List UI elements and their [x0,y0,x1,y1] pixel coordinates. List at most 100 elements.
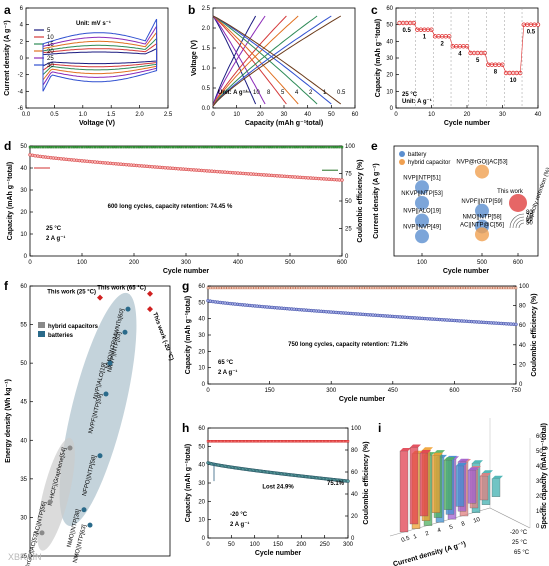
efficiency-point [320,145,323,149]
efficiency-point [339,286,343,290]
panel-c-y-tick: 40 [386,39,393,45]
efficiency-point [310,286,313,290]
efficiency-point [265,145,268,149]
efficiency-point [448,286,451,290]
efficiency-point [285,286,289,290]
efficiency-point [288,145,292,149]
legend-swatch [38,322,45,328]
efficiency-point [243,286,247,290]
bubble-battery [415,195,429,210]
efficiency-point [109,145,112,149]
efficiency-point [433,286,436,290]
panel-h-y2-tick: 100 [351,426,362,432]
panel-h-xlabel: Cycle number [255,550,302,557]
bar-top [492,475,503,479]
efficiency-point [347,286,350,290]
efficiency-point [354,286,358,290]
battery-point [87,522,93,528]
panel-f-y-tick: 45 [20,400,27,406]
panel-b-x-tick: 40 [304,112,311,118]
efficiency-point [273,286,276,290]
legend-label-10: 10 [47,35,54,41]
bar-top [472,460,483,464]
panel-b-y-tick: 2.5 [202,6,211,12]
efficiency-point [130,145,133,149]
efficiency-point [379,286,382,290]
efficiency-point [460,286,463,290]
efficiency-point [132,145,136,149]
rate-label-5: 5 [281,90,285,96]
efficiency-point [88,145,92,149]
panel-g-y-tick: 10 [198,366,205,372]
efficiency-point [117,145,120,149]
efficiency-point [315,286,318,290]
efficiency-point [62,145,65,149]
efficiency-point [450,286,454,290]
panel-a-legend-title: Unit: mV s⁻¹ [76,20,111,27]
efficiency-point [224,286,227,290]
bubble-label: NMO||NTP[58] [462,214,501,220]
panel-h-y-tick: 60 [198,426,205,432]
efficiency-point [261,286,264,290]
efficiency-point [305,286,308,290]
panel-i-z-tick-label: 0 [536,524,540,530]
cv-curve-30 [42,18,158,92]
panel-d-x-tick: 100 [77,260,88,266]
retention-arc [512,216,525,229]
panel-h-y2-tick: 0 [351,536,355,542]
panel-c-frame [395,7,539,109]
efficiency-point [49,145,52,149]
efficiency-point [421,286,424,290]
efficiency-point [260,145,263,149]
efficiency-point [283,286,286,290]
efficiency-point [83,145,86,149]
panel-c-unit: Unit: A g⁻¹ [402,98,432,105]
discharge-curve-8 [212,15,266,105]
retention-tick: 60 [526,217,533,223]
panel-label-f: f [4,279,9,293]
panel-i-xlabel: Current density (A g⁻¹) [392,541,466,566]
efficiency-point [487,286,491,290]
efficiency-point [148,145,151,149]
efficiency-point [72,145,76,149]
panel-c-y-tick: 50 [386,23,393,29]
efficiency-point [332,286,335,290]
this-work-marker [147,290,153,297]
efficiency-point [206,286,210,290]
efficiency-point [221,145,224,149]
discharge-curve-4 [212,15,299,105]
efficiency-point [281,145,284,149]
panel-h-retention: 75.1% [327,481,345,487]
efficiency-point [39,145,42,149]
panel-h-ylabel: Capacity (mAh g⁻¹total) [185,444,192,522]
panel-d-x-tick: 600 [337,260,348,266]
rate-label-1: 1 [323,90,327,96]
bubble-label: NVP||NTP[51] [403,175,441,181]
efficiency-point [233,286,237,290]
efficiency-point [280,286,284,290]
efficiency-point [197,145,201,149]
efficiency-point [75,145,79,149]
efficiency-point [270,145,273,149]
efficiency-point [270,286,274,290]
efficiency-point [226,145,229,149]
panel-c-y-tick: 20 [386,73,393,79]
bubble-label: NVP||NVP[49] [403,224,441,230]
battery-point [97,453,103,459]
panel-h-lost: Lost 24.9% [262,485,294,491]
efficiency-point [327,145,331,149]
legend-label-15: 15 [47,42,54,48]
rate-label-10: 10 [253,90,260,96]
temperature-label: 25 °C [512,540,528,546]
panel-d-temp: 25 °C [46,226,62,232]
efficiency-point [480,286,483,290]
efficiency-point [344,286,348,290]
efficiency-point [369,286,372,290]
bubble-hybrid-capacitor [475,164,489,179]
panel-g-y2-tick: 40 [519,343,526,349]
efficiency-point [246,286,249,290]
efficiency-point [455,286,459,290]
efficiency-point [512,286,515,290]
panel-label-d: d [4,139,11,153]
